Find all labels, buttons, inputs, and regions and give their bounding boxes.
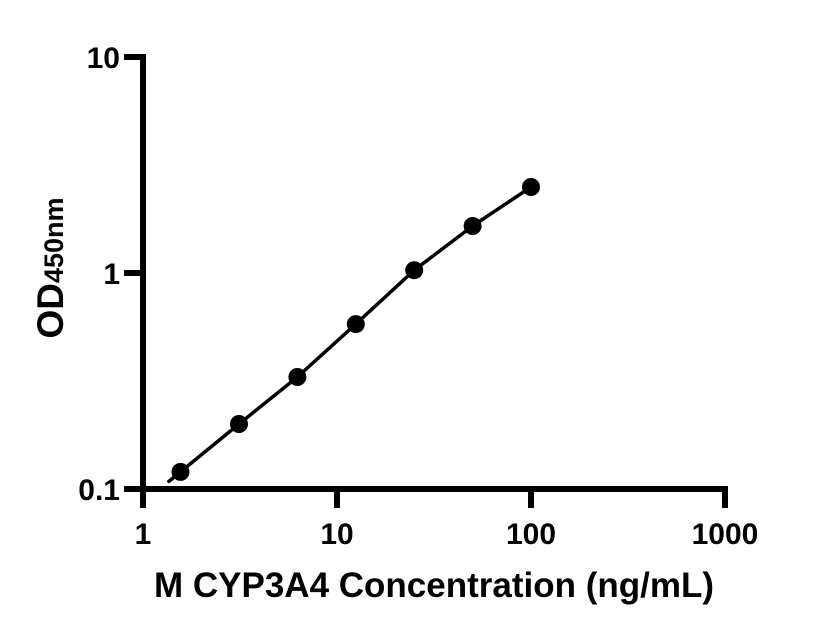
y-tick-label: 1 — [103, 258, 120, 291]
data-point — [463, 217, 482, 235]
y-axis-title-subscript: 450nm — [39, 197, 69, 283]
x-tick-label: 100 — [506, 518, 556, 551]
data-point — [171, 462, 190, 481]
data-point — [346, 315, 365, 334]
y-axis-title-main: OD — [30, 283, 71, 339]
y-tick-label: 0.1 — [78, 474, 120, 507]
data-point — [230, 415, 248, 433]
x-axis-title: M CYP3A4 Concentration (ng/mL) — [154, 566, 714, 605]
x-tick-label: 1 — [135, 518, 152, 551]
data-point — [522, 178, 540, 196]
x-tick-label: 1000 — [692, 518, 759, 551]
x-tick-label: 10 — [320, 518, 353, 551]
standard-curve-line — [167, 185, 533, 484]
data-point — [405, 261, 424, 280]
y-axis-title: OD450nm — [30, 197, 71, 338]
axes-layer: 1 10 100 1000 0.1 1 10 — [78, 42, 758, 551]
y-tick-label: 10 — [87, 42, 120, 75]
data-series-layer — [167, 178, 540, 484]
data-point — [288, 368, 307, 386]
